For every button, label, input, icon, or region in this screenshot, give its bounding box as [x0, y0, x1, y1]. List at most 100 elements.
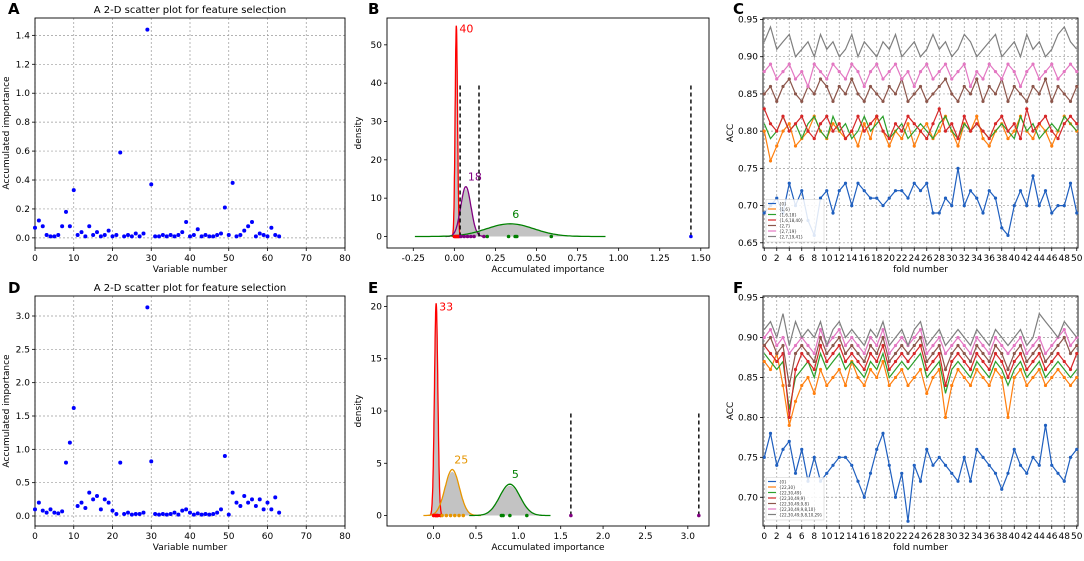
- x-axis-label: Variable number: [153, 543, 228, 553]
- series-marker: [1031, 343, 1035, 348]
- series-marker: [818, 335, 823, 340]
- series-marker: [787, 351, 791, 356]
- cluster-point: [525, 513, 529, 518]
- scatter-point: [211, 234, 216, 239]
- cluster-point: [689, 234, 693, 239]
- scatter-point: [246, 500, 251, 505]
- series-marker: [825, 351, 829, 356]
- x-tick-label: 26: [921, 532, 933, 542]
- scatter-point: [48, 234, 53, 239]
- x-tick-label: 70: [301, 532, 313, 542]
- series-marker: [887, 367, 891, 372]
- series-marker: [787, 415, 791, 419]
- series-marker: [912, 181, 916, 185]
- x-tick-label: 0.5: [469, 532, 483, 542]
- scatter-point: [261, 232, 266, 237]
- series-marker: [993, 196, 998, 200]
- series-marker: [906, 519, 910, 523]
- series-marker: [1006, 415, 1010, 419]
- cluster-point: [569, 513, 573, 518]
- series-marker: [843, 77, 848, 81]
- legend-entry: {1,6,18}: [779, 212, 797, 217]
- series-marker: [781, 69, 785, 74]
- y-tick-label: 0.4: [16, 176, 31, 186]
- series-marker: [912, 144, 916, 148]
- density-histogram-fill: [477, 485, 543, 516]
- series-marker: [887, 69, 891, 74]
- series-marker: [1056, 84, 1060, 89]
- series-marker: [968, 359, 973, 364]
- axes-frame: [34, 295, 346, 527]
- series-marker: [975, 335, 979, 340]
- series-marker: [906, 383, 910, 388]
- series-marker: [1012, 351, 1016, 356]
- series-marker: [1018, 189, 1023, 193]
- series-marker: [825, 189, 829, 193]
- series-marker: [975, 122, 979, 126]
- series-marker: [831, 375, 835, 380]
- series-marker: [950, 383, 954, 388]
- series-marker: [837, 122, 841, 126]
- legend-entry: {2,7,19,41}: [779, 234, 804, 239]
- panel-letter: A: [8, 0, 20, 18]
- series-marker: [1037, 77, 1041, 81]
- scatter-point: [238, 504, 243, 508]
- scatter-point: [56, 511, 61, 516]
- series-marker: [1056, 203, 1060, 208]
- series-marker: [1037, 335, 1041, 340]
- series-marker: [775, 129, 779, 133]
- series-marker: [781, 114, 785, 118]
- series-marker: [900, 367, 904, 372]
- series-marker: [831, 211, 835, 215]
- y-tick-label: 1.5: [16, 412, 30, 422]
- series-marker: [1012, 122, 1016, 126]
- x-tick-label: 48: [1059, 254, 1071, 264]
- series-marker: [850, 77, 854, 81]
- series-marker: [1006, 367, 1010, 372]
- cluster-point: [508, 513, 512, 518]
- scatter-point: [230, 490, 235, 495]
- series-marker: [975, 367, 979, 372]
- scatter-point: [172, 510, 177, 515]
- x-tick-label: 20: [107, 254, 119, 264]
- series-marker: [825, 84, 829, 89]
- series-marker: [862, 383, 866, 388]
- chart-title: A 2-D scatter plot for feature selection: [94, 283, 287, 294]
- series-marker: [912, 375, 916, 380]
- x-tick-label: 8: [811, 254, 817, 264]
- series-marker: [762, 335, 766, 340]
- series-marker: [818, 122, 823, 126]
- series-marker: [787, 423, 791, 427]
- series-marker: [781, 447, 785, 451]
- series-marker: [868, 335, 873, 340]
- series-marker: [1000, 375, 1004, 380]
- series-marker: [925, 122, 929, 126]
- x-tick-label: 80: [339, 254, 351, 264]
- scatter-point: [137, 234, 142, 239]
- series-marker: [1075, 375, 1079, 380]
- series-marker: [806, 84, 810, 89]
- x-tick-label: 20: [884, 532, 896, 542]
- series-marker: [937, 351, 941, 356]
- series-marker: [800, 69, 804, 74]
- scatter-point: [56, 232, 61, 237]
- cluster-point: [472, 234, 476, 239]
- scatter-point: [242, 228, 247, 233]
- series-marker: [931, 351, 935, 356]
- density-curve: [469, 483, 551, 517]
- series-marker: [931, 77, 935, 81]
- series-marker: [1006, 99, 1010, 103]
- scatter-point: [95, 494, 99, 498]
- series-marker: [868, 367, 873, 372]
- series-marker: [993, 367, 998, 372]
- legend-entry: {22,30,49,9,8}: [779, 501, 810, 506]
- scatter-point: [257, 231, 262, 236]
- y-tick-label: 0.85: [738, 90, 758, 100]
- series-marker: [887, 351, 891, 356]
- scatter-point: [98, 234, 103, 239]
- series-marker: [1000, 77, 1004, 81]
- series-marker: [900, 343, 904, 348]
- series-marker: [812, 359, 816, 364]
- x-tick-label: 8: [811, 532, 817, 542]
- series-marker: [1025, 203, 1029, 208]
